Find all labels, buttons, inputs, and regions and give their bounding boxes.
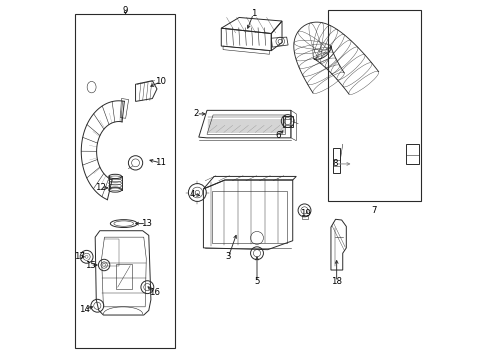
Text: 14: 14: [79, 305, 90, 314]
Bar: [284, 116, 290, 119]
Text: 18: 18: [330, 277, 342, 286]
Text: 19: 19: [300, 210, 311, 219]
Text: 16: 16: [149, 288, 160, 297]
Text: 10: 10: [155, 77, 166, 86]
Text: 3: 3: [225, 252, 231, 261]
Text: 9: 9: [122, 6, 128, 15]
Text: 7: 7: [371, 206, 376, 215]
Text: 12: 12: [95, 183, 106, 192]
Text: 6: 6: [275, 131, 281, 140]
Text: 15: 15: [84, 261, 96, 270]
Bar: [301, 216, 307, 219]
Text: 5: 5: [254, 277, 259, 286]
Text: 1: 1: [250, 9, 256, 18]
Bar: [328, 10, 421, 202]
Bar: [75, 14, 175, 348]
Bar: [284, 125, 290, 127]
Text: 8: 8: [332, 159, 338, 168]
Text: 17: 17: [74, 252, 85, 261]
Text: 4: 4: [189, 190, 195, 199]
Text: 2: 2: [193, 109, 199, 118]
Text: 11: 11: [155, 158, 166, 167]
Text: 13: 13: [141, 219, 151, 228]
